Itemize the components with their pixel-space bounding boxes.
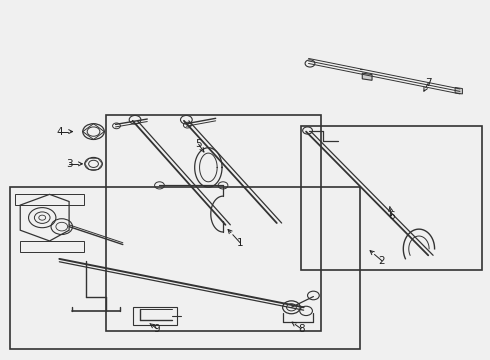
- Text: 6: 6: [388, 211, 395, 221]
- Bar: [301, 126, 482, 270]
- Bar: [10, 187, 360, 348]
- Text: 9: 9: [154, 324, 160, 334]
- Text: 1: 1: [237, 238, 244, 248]
- Text: 8: 8: [298, 324, 304, 334]
- Polygon shape: [455, 87, 463, 94]
- Polygon shape: [362, 73, 372, 80]
- Text: 2: 2: [378, 256, 385, 266]
- Text: 5: 5: [196, 139, 202, 149]
- Text: 7: 7: [425, 78, 432, 88]
- Text: 3: 3: [66, 159, 73, 169]
- Bar: [106, 116, 321, 330]
- Text: 4: 4: [56, 127, 63, 136]
